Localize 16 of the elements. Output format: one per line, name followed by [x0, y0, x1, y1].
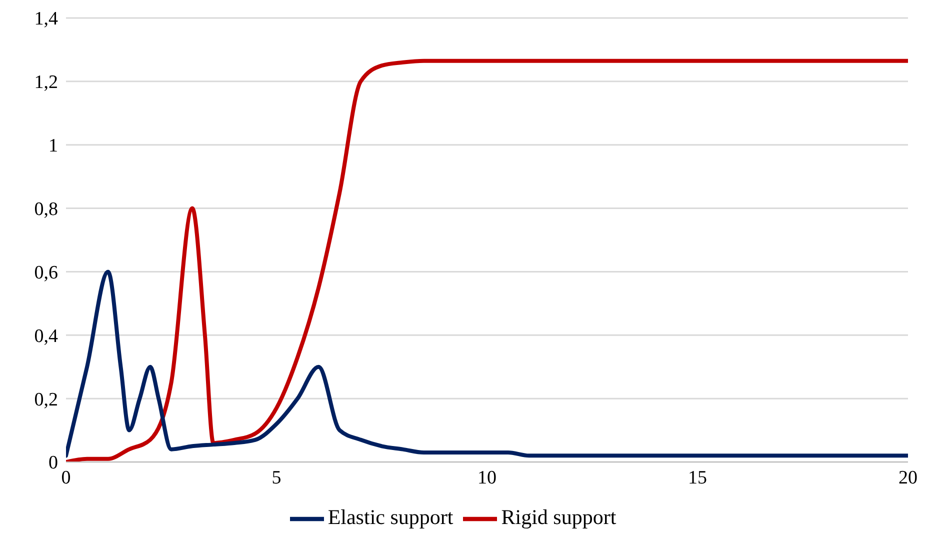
y-tick-label: 0,2 [34, 389, 58, 410]
y-tick-label: 1,2 [34, 72, 58, 94]
y-tick-label: 1,4 [34, 8, 58, 30]
y-tick-label: 0,4 [34, 326, 58, 347]
line-series [66, 270, 908, 458]
legend-label: Rigid support [501, 504, 616, 529]
x-tick-label: 5 [272, 467, 282, 488]
y-tick-label: 0,6 [34, 262, 58, 284]
x-tick-label: 20 [898, 467, 918, 488]
x-tick-label: 15 [688, 467, 707, 488]
line-series [66, 58, 908, 462]
legend-label: Elastic support [328, 504, 454, 529]
x-tick-label: 10 [478, 467, 496, 488]
y-tick-label: 0,8 [34, 199, 58, 220]
y-tick-label: 0 [48, 452, 58, 474]
y-tick-label: 1 [48, 136, 58, 157]
